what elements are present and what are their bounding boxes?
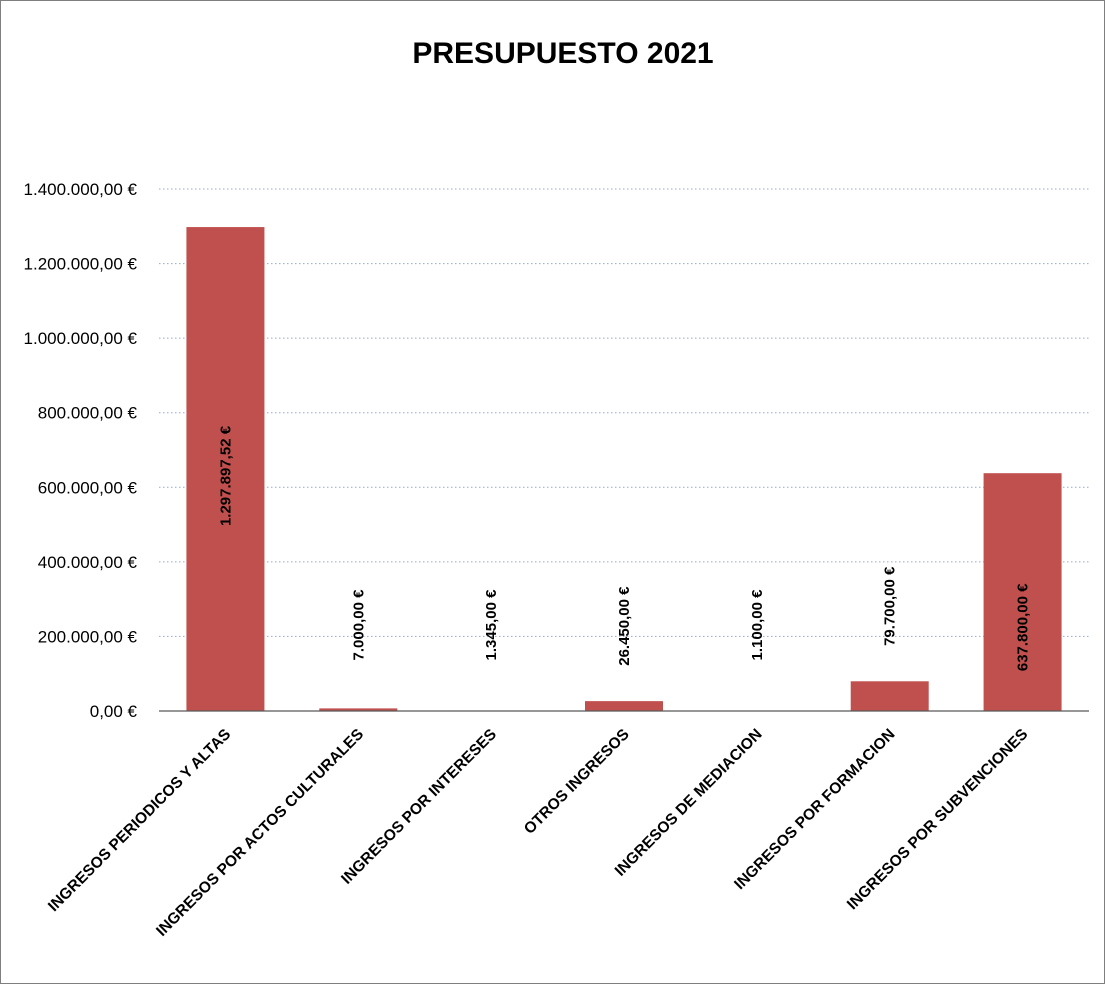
data-label: 1.345,00 €: [483, 589, 500, 661]
y-tick-label: 400.000,00 €: [38, 553, 138, 572]
gridlines: [159, 188, 1089, 637]
x-category-label: INGRESOS POR INTERESES: [338, 726, 500, 888]
data-label: 1.297.897,52 €: [217, 425, 234, 526]
data-label: 79.700,00 €: [882, 566, 899, 646]
data-label: 1.100,00 €: [749, 589, 766, 661]
y-axis-ticks: 0,00 € 200.000,00 € 400.000,00 € 600.000,00…: [24, 180, 138, 721]
data-label: 7.000,00 €: [350, 589, 367, 661]
bar: [850, 681, 929, 711]
x-category-label: INGRESOS DE MEDIACION: [612, 726, 766, 880]
bar: [319, 708, 398, 711]
data-label: 26.450,00 €: [616, 586, 633, 666]
chart-title: PRESUPUESTO 2021: [412, 37, 713, 70]
y-tick-label: 800.000,00 €: [38, 404, 138, 423]
y-tick-label: 0,00 €: [90, 702, 138, 721]
x-category-label: INGRESOS POR FORMACION: [731, 726, 898, 893]
bar: [186, 227, 265, 711]
data-labels: 1.297.897,52 € 7.000,00 € 1.345,00 € 26.450…: [217, 425, 1031, 671]
bar: [983, 473, 1062, 711]
y-tick-label: 600.000,00 €: [38, 478, 138, 497]
y-tick-label: 200.000,00 €: [38, 627, 138, 646]
y-tick-label: 1.400.000,00 €: [24, 180, 138, 199]
x-category-label: INGRESOS POR ACTOS CULTURALES: [153, 726, 367, 940]
bars: [186, 227, 1062, 711]
data-label: 637.800,00 €: [1015, 583, 1032, 671]
bar: [585, 701, 663, 711]
y-tick-label: 1.200.000,00 €: [24, 255, 138, 274]
y-tick-label: 1.000.000,00 €: [24, 329, 138, 348]
x-category-label: OTROS INGRESOS: [521, 726, 633, 838]
